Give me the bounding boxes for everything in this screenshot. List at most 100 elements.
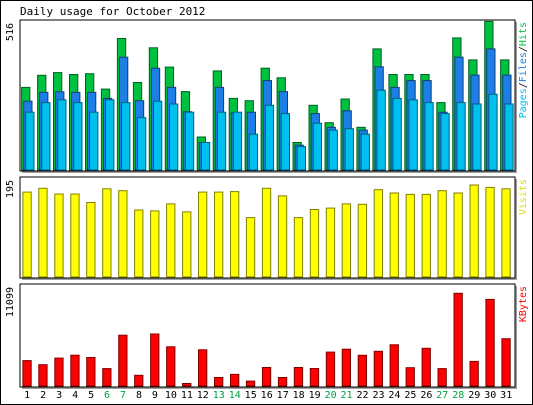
panel-visits: 195 Visits	[5, 176, 529, 280]
bar-visits-day-27	[437, 190, 447, 278]
bar-pages-day-14	[232, 111, 243, 171]
bar-visits-day-13	[214, 191, 224, 278]
bar-pages-day-11	[184, 111, 195, 171]
x-tick-label: 12	[197, 390, 209, 401]
bar-kbytes-day-17	[277, 377, 288, 387]
panel-legend: Visits	[518, 179, 529, 215]
x-tick-label: 9	[152, 390, 158, 401]
panel-legend: KBytes	[518, 286, 529, 322]
bar-pages-day-31	[504, 103, 514, 171]
bar-pages-day-1	[25, 111, 35, 171]
bar-visits-day-31	[501, 188, 511, 278]
x-tick-label: 4	[72, 390, 78, 401]
panel-max-label: 11099	[5, 287, 16, 317]
bar-pages-day-21	[344, 128, 354, 171]
bar-kbytes-day-4	[70, 354, 80, 387]
bar-pages-day-3	[57, 99, 67, 171]
bar-visits-day-18	[293, 217, 304, 278]
bar-pages-day-20	[328, 129, 338, 171]
bar-visits-day-15	[245, 217, 256, 278]
x-tick-label: 26	[420, 390, 432, 401]
legend-entry: Hits	[518, 22, 529, 46]
bar-visits-day-6	[102, 188, 112, 278]
bar-visits-day-25	[405, 193, 415, 278]
x-axis-labels: 1 2 3 4 5 6 7 8 9 10 11 12 13 14 15 16 17 18 19 20 21 22 23 24 2…	[24, 390, 512, 401]
bar-pages-day-16	[264, 104, 275, 171]
bar-pages-day-30	[488, 93, 498, 171]
bar-kbytes-day-7	[118, 334, 128, 387]
bar-kbytes-day-9	[150, 333, 160, 387]
bar-visits-day-1	[22, 191, 32, 278]
x-tick-label: 29	[468, 390, 480, 401]
x-tick-label: 2	[40, 390, 46, 401]
x-tick-label: 5	[88, 390, 94, 401]
bar-visits-day-11	[182, 211, 192, 278]
x-tick-label: 7	[120, 390, 126, 401]
bar-kbytes-day-6	[102, 368, 112, 387]
bar-kbytes-day-21	[341, 348, 352, 387]
series-visits	[22, 184, 511, 278]
x-tick-label: 10	[165, 390, 177, 401]
x-tick-label: 1	[24, 390, 30, 401]
bar-kbytes-day-20	[325, 351, 336, 387]
bar-kbytes-day-13	[214, 377, 224, 387]
bar-visits-day-12	[198, 191, 208, 278]
bar-pages-day-6	[105, 99, 115, 171]
bar-pages-day-23	[376, 89, 386, 171]
bar-visits-day-24	[389, 192, 399, 278]
legend-entry: /	[518, 46, 529, 52]
bar-pages-day-24	[392, 97, 402, 171]
bar-visits-day-28	[453, 192, 463, 278]
bar-kbytes-day-19	[309, 368, 320, 387]
x-tick-label: 30	[484, 390, 496, 401]
x-tick-label: 27	[436, 390, 448, 401]
bar-pages-day-10	[169, 103, 179, 171]
bar-pages-day-26	[424, 102, 434, 171]
bar-kbytes-day-25	[405, 367, 415, 387]
bar-visits-day-5	[86, 202, 96, 278]
bar-visits-day-23	[373, 189, 384, 278]
chart-title: Daily usage for October 2012	[20, 5, 205, 18]
bar-visits-day-16	[261, 187, 272, 278]
x-tick-label: 21	[340, 390, 352, 401]
bar-kbytes-day-26	[421, 347, 431, 387]
x-tick-label: 16	[261, 390, 273, 401]
x-tick-label: 8	[136, 390, 142, 401]
x-tick-label: 6	[104, 390, 110, 401]
bar-kbytes-day-8	[134, 374, 144, 387]
panel-max-label: 195	[5, 180, 16, 198]
legend-entry: Pages	[518, 88, 529, 118]
legend-entry: Visits	[518, 179, 529, 215]
bar-visits-day-3	[54, 193, 64, 278]
bar-visits-day-4	[70, 193, 80, 278]
x-tick-label: 14	[229, 390, 241, 401]
bar-visits-day-8	[134, 209, 144, 278]
bar-pages-day-8	[137, 117, 147, 171]
bar-kbytes-day-18	[293, 367, 304, 387]
bar-kbytes-day-12	[198, 349, 208, 387]
bar-visits-day-20	[325, 207, 336, 278]
bar-kbytes-day-10	[166, 346, 176, 387]
bar-pages-day-5	[89, 111, 99, 171]
bar-kbytes-day-28	[453, 292, 463, 387]
x-tick-label: 25	[404, 390, 416, 401]
x-tick-label: 24	[388, 390, 400, 401]
legend-entry: KBytes	[518, 286, 529, 322]
bar-visits-day-29	[469, 184, 479, 278]
bar-kbytes-day-16	[261, 367, 272, 387]
bar-pages-day-12	[200, 142, 211, 171]
bar-pages-day-4	[73, 102, 83, 171]
x-tick-label: 28	[452, 390, 464, 401]
bar-kbytes-day-31	[501, 338, 511, 387]
bar-kbytes-day-23	[373, 350, 384, 387]
bar-pages-day-25	[408, 99, 418, 171]
bar-kbytes-day-27	[437, 368, 447, 387]
x-tick-label: 23	[372, 390, 384, 401]
bar-pages-day-9	[153, 100, 163, 171]
bar-pages-day-19	[312, 122, 323, 171]
bar-kbytes-day-22	[357, 354, 368, 387]
x-tick-label: 18	[293, 390, 305, 401]
x-tick-label: 15	[245, 390, 257, 401]
